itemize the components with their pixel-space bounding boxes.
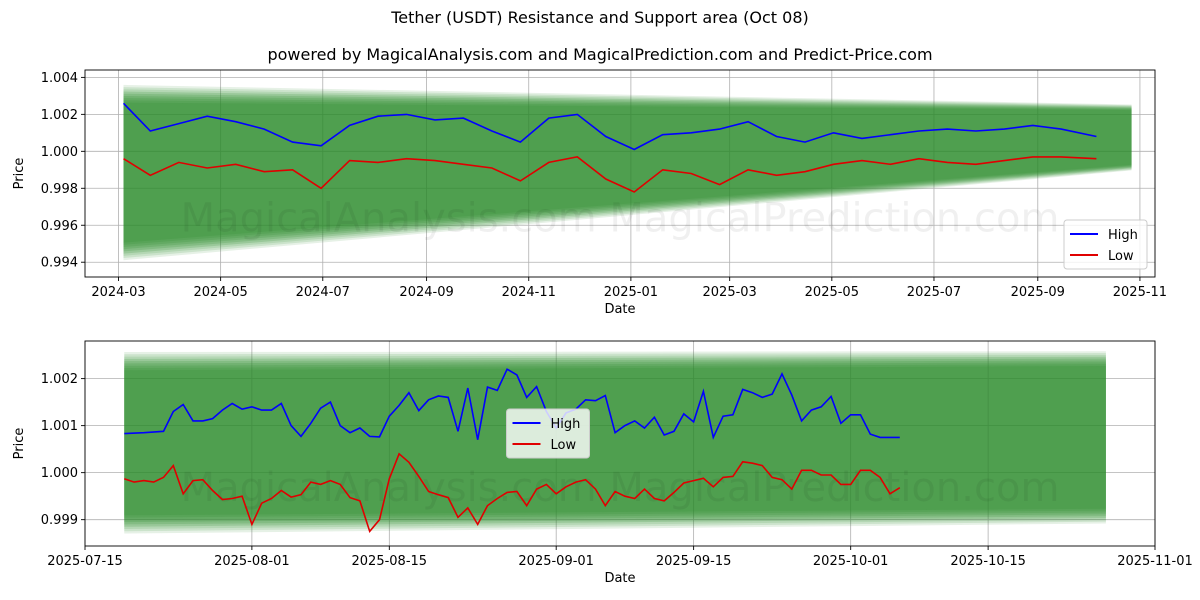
y-tick-label: 0.998 bbox=[41, 182, 78, 197]
x-tick-label: 2025-05 bbox=[805, 285, 859, 300]
y-tick-label: 1.001 bbox=[41, 419, 78, 434]
chart-full-range: MagicalAnalysis.com MagicalPrediction.co… bbox=[12, 69, 1167, 317]
chart-recent-zoom: MagicalAnalysis.com MagicalPrediction.co… bbox=[12, 340, 1193, 586]
band-layer bbox=[124, 360, 1106, 523]
x-tick-label: 2025-03 bbox=[703, 285, 757, 300]
band-layer bbox=[123, 93, 1132, 252]
y-tick-label: 1.004 bbox=[41, 71, 78, 86]
x-axis-label: Date bbox=[604, 302, 635, 317]
watermark: MagicalAnalysis.com MagicalPrediction.co… bbox=[181, 465, 1060, 511]
legend-label-low: Low bbox=[551, 438, 577, 453]
series-line-high bbox=[124, 368, 900, 440]
legend-box bbox=[506, 408, 590, 459]
legend: High Low bbox=[506, 408, 590, 459]
x-tick-label: 2024-09 bbox=[399, 285, 453, 300]
legend-box bbox=[1063, 219, 1148, 270]
band-layer bbox=[123, 102, 1132, 243]
legend-label-low: Low bbox=[1108, 249, 1134, 264]
x-tick-label: 2025-07-15 bbox=[47, 554, 123, 569]
band-layer bbox=[123, 87, 1132, 259]
x-tick-label: 2025-09-15 bbox=[656, 554, 732, 569]
y-tick-label: 0.994 bbox=[41, 256, 78, 271]
band-layer bbox=[123, 89, 1132, 256]
x-tick-label: 2025-10-01 bbox=[813, 554, 889, 569]
series-line-low bbox=[124, 452, 901, 534]
watermark: MagicalAnalysis.com MagicalPrediction.co… bbox=[181, 195, 1060, 241]
band-layer bbox=[124, 356, 1106, 527]
x-tick-label: 2024-05 bbox=[193, 285, 247, 300]
legend-label-high: High bbox=[1108, 228, 1138, 243]
x-tick-label: 2025-08-15 bbox=[352, 554, 428, 569]
y-axis-label: Price bbox=[12, 428, 27, 460]
band-layer bbox=[124, 366, 1106, 516]
x-tick-label: 2025-01 bbox=[604, 285, 658, 300]
y-axis-label: Price bbox=[12, 158, 27, 190]
band-layer bbox=[124, 351, 1106, 534]
band-layer bbox=[124, 354, 1106, 529]
legend: High Low bbox=[1063, 219, 1148, 270]
x-tick-label: 2025-08-01 bbox=[214, 554, 290, 569]
plot-frame bbox=[84, 69, 1156, 278]
x-tick-label: 2025-07 bbox=[907, 285, 961, 300]
x-tick-label: 2025-11 bbox=[1113, 285, 1167, 300]
series-line-low bbox=[123, 156, 1097, 193]
band-layer bbox=[124, 353, 1106, 532]
y-tick-label: 1.000 bbox=[41, 466, 78, 481]
series-line-high bbox=[122, 102, 1097, 151]
x-tick-label: 2025-11-01 bbox=[1117, 554, 1193, 569]
band-layer bbox=[123, 91, 1132, 254]
chart-subtitle: powered by MagicalAnalysis.com and Magic… bbox=[267, 45, 933, 64]
plot-frame bbox=[84, 340, 1156, 547]
support-resistance-band bbox=[124, 351, 1106, 534]
band-layer bbox=[124, 364, 1106, 518]
y-tick-label: 1.002 bbox=[41, 108, 78, 123]
y-tick-label: 1.000 bbox=[41, 145, 78, 160]
band-layer bbox=[124, 358, 1106, 525]
chart-title: Tether (USDT) Resistance and Support are… bbox=[391, 8, 809, 27]
y-tick-label: 0.996 bbox=[41, 219, 78, 234]
band-layer bbox=[124, 362, 1106, 520]
x-tick-label: 2024-07 bbox=[296, 285, 350, 300]
x-tick-label: 2025-10-15 bbox=[950, 554, 1026, 569]
band-layer bbox=[123, 95, 1132, 250]
y-tick-label: 0.999 bbox=[41, 513, 78, 528]
x-tick-label: 2024-03 bbox=[91, 285, 145, 300]
x-axis-label: Date bbox=[604, 571, 635, 586]
x-tick-label: 2024-11 bbox=[502, 285, 556, 300]
x-tick-label: 2025-09 bbox=[1011, 285, 1065, 300]
x-tick-label: 2025-09-01 bbox=[518, 554, 594, 569]
legend-label-high: High bbox=[551, 417, 581, 432]
y-tick-label: 1.002 bbox=[41, 372, 78, 387]
band-layer bbox=[123, 84, 1132, 261]
